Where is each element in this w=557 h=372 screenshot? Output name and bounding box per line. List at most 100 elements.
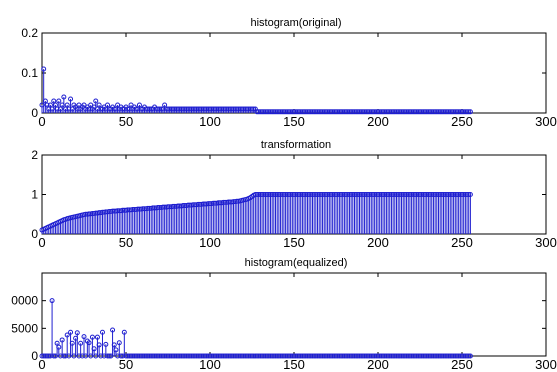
stem-marker bbox=[182, 353, 188, 359]
stem-marker bbox=[172, 353, 178, 359]
stem-marker bbox=[321, 353, 327, 359]
stem-marker bbox=[375, 353, 381, 359]
stem-marker bbox=[330, 353, 336, 359]
x-tick-label: 50 bbox=[119, 235, 133, 250]
stem-marker bbox=[41, 353, 47, 359]
stem-marker bbox=[464, 353, 470, 359]
x-tick-label: 50 bbox=[119, 114, 133, 129]
stem-marker bbox=[301, 353, 307, 359]
stem-marker bbox=[252, 353, 258, 359]
stem-marker bbox=[311, 353, 317, 359]
stem-marker bbox=[200, 353, 206, 359]
stem-marker bbox=[306, 353, 312, 359]
stem-marker bbox=[180, 353, 186, 359]
stem-marker bbox=[189, 353, 195, 359]
stem-marker bbox=[106, 353, 112, 359]
stem-marker bbox=[414, 353, 420, 359]
stem-marker bbox=[194, 353, 200, 359]
stem-marker bbox=[259, 353, 265, 359]
stem-marker bbox=[212, 353, 218, 359]
stem-marker bbox=[224, 353, 230, 359]
stem-marker bbox=[422, 353, 428, 359]
stem-marker bbox=[393, 353, 399, 359]
stem-marker bbox=[382, 353, 388, 359]
x-tick-label: 200 bbox=[367, 235, 389, 250]
stem-marker bbox=[425, 353, 431, 359]
stem-marker bbox=[126, 353, 132, 359]
stem-marker bbox=[155, 353, 161, 359]
y-tick-label: 2 bbox=[31, 148, 38, 162]
stem-marker bbox=[435, 353, 441, 359]
stem-marker bbox=[294, 353, 300, 359]
stem-marker bbox=[44, 102, 50, 108]
stem-marker bbox=[237, 353, 243, 359]
stem-marker bbox=[170, 353, 176, 359]
stem-marker bbox=[378, 353, 384, 359]
y-tick-label: 0000 bbox=[11, 294, 38, 308]
stem-marker bbox=[385, 353, 391, 359]
stem-marker bbox=[130, 353, 136, 359]
x-tick-label: 0 bbox=[38, 235, 45, 250]
stem-marker bbox=[123, 353, 129, 359]
stem-marker bbox=[219, 353, 225, 359]
stem-marker bbox=[283, 353, 289, 359]
stem-marker bbox=[105, 353, 111, 359]
stem-marker bbox=[320, 353, 326, 359]
stem-marker bbox=[145, 353, 151, 359]
stem-marker bbox=[399, 353, 405, 359]
stem-marker bbox=[138, 353, 144, 359]
x-tick-label: 300 bbox=[535, 357, 557, 372]
stem-marker bbox=[89, 334, 95, 340]
stem-marker bbox=[419, 353, 425, 359]
stem-marker bbox=[111, 342, 117, 348]
stem-marker bbox=[276, 353, 282, 359]
stem-marker bbox=[351, 353, 357, 359]
stem-marker bbox=[121, 329, 127, 335]
stem-marker bbox=[52, 102, 58, 108]
stem-marker bbox=[341, 353, 347, 359]
x-tick-label: 100 bbox=[199, 235, 221, 250]
stem-marker bbox=[447, 353, 453, 359]
stem-marker bbox=[207, 353, 213, 359]
stem-marker bbox=[415, 353, 421, 359]
stem-marker bbox=[262, 353, 268, 359]
stem-marker bbox=[424, 353, 430, 359]
x-tick-label: 0 bbox=[38, 357, 45, 372]
stem-marker bbox=[336, 353, 342, 359]
stem-marker bbox=[281, 353, 287, 359]
stem-marker bbox=[338, 353, 344, 359]
stem-marker bbox=[229, 353, 235, 359]
stem-marker bbox=[267, 353, 273, 359]
stem-marker bbox=[355, 353, 361, 359]
stem-marker bbox=[291, 353, 297, 359]
stem-marker bbox=[372, 353, 378, 359]
stem-marker bbox=[427, 353, 433, 359]
stem-marker bbox=[68, 96, 74, 102]
stem-marker bbox=[131, 353, 137, 359]
stem-marker bbox=[232, 353, 238, 359]
stem-marker bbox=[318, 353, 324, 359]
stem-marker bbox=[113, 347, 119, 353]
stem-marker bbox=[54, 340, 60, 346]
stem-marker bbox=[110, 327, 116, 333]
stem-marker bbox=[444, 353, 450, 359]
stem-marker bbox=[454, 353, 460, 359]
stem-marker bbox=[143, 353, 149, 359]
stem-marker bbox=[434, 353, 440, 359]
stem-marker bbox=[437, 353, 443, 359]
stem-marker bbox=[147, 353, 153, 359]
stem-marker bbox=[231, 353, 237, 359]
stem-marker bbox=[316, 353, 322, 359]
x-tick-label: 200 bbox=[367, 357, 389, 372]
stem-marker bbox=[125, 353, 131, 359]
stem-marker bbox=[363, 353, 369, 359]
stem-marker bbox=[56, 98, 62, 104]
stem-marker bbox=[177, 353, 183, 359]
stem-marker bbox=[303, 353, 309, 359]
stem-marker bbox=[99, 329, 105, 335]
stem-marker bbox=[409, 353, 415, 359]
stem-marker bbox=[273, 353, 279, 359]
x-tick-label: 250 bbox=[451, 235, 473, 250]
stem-marker bbox=[46, 353, 52, 359]
